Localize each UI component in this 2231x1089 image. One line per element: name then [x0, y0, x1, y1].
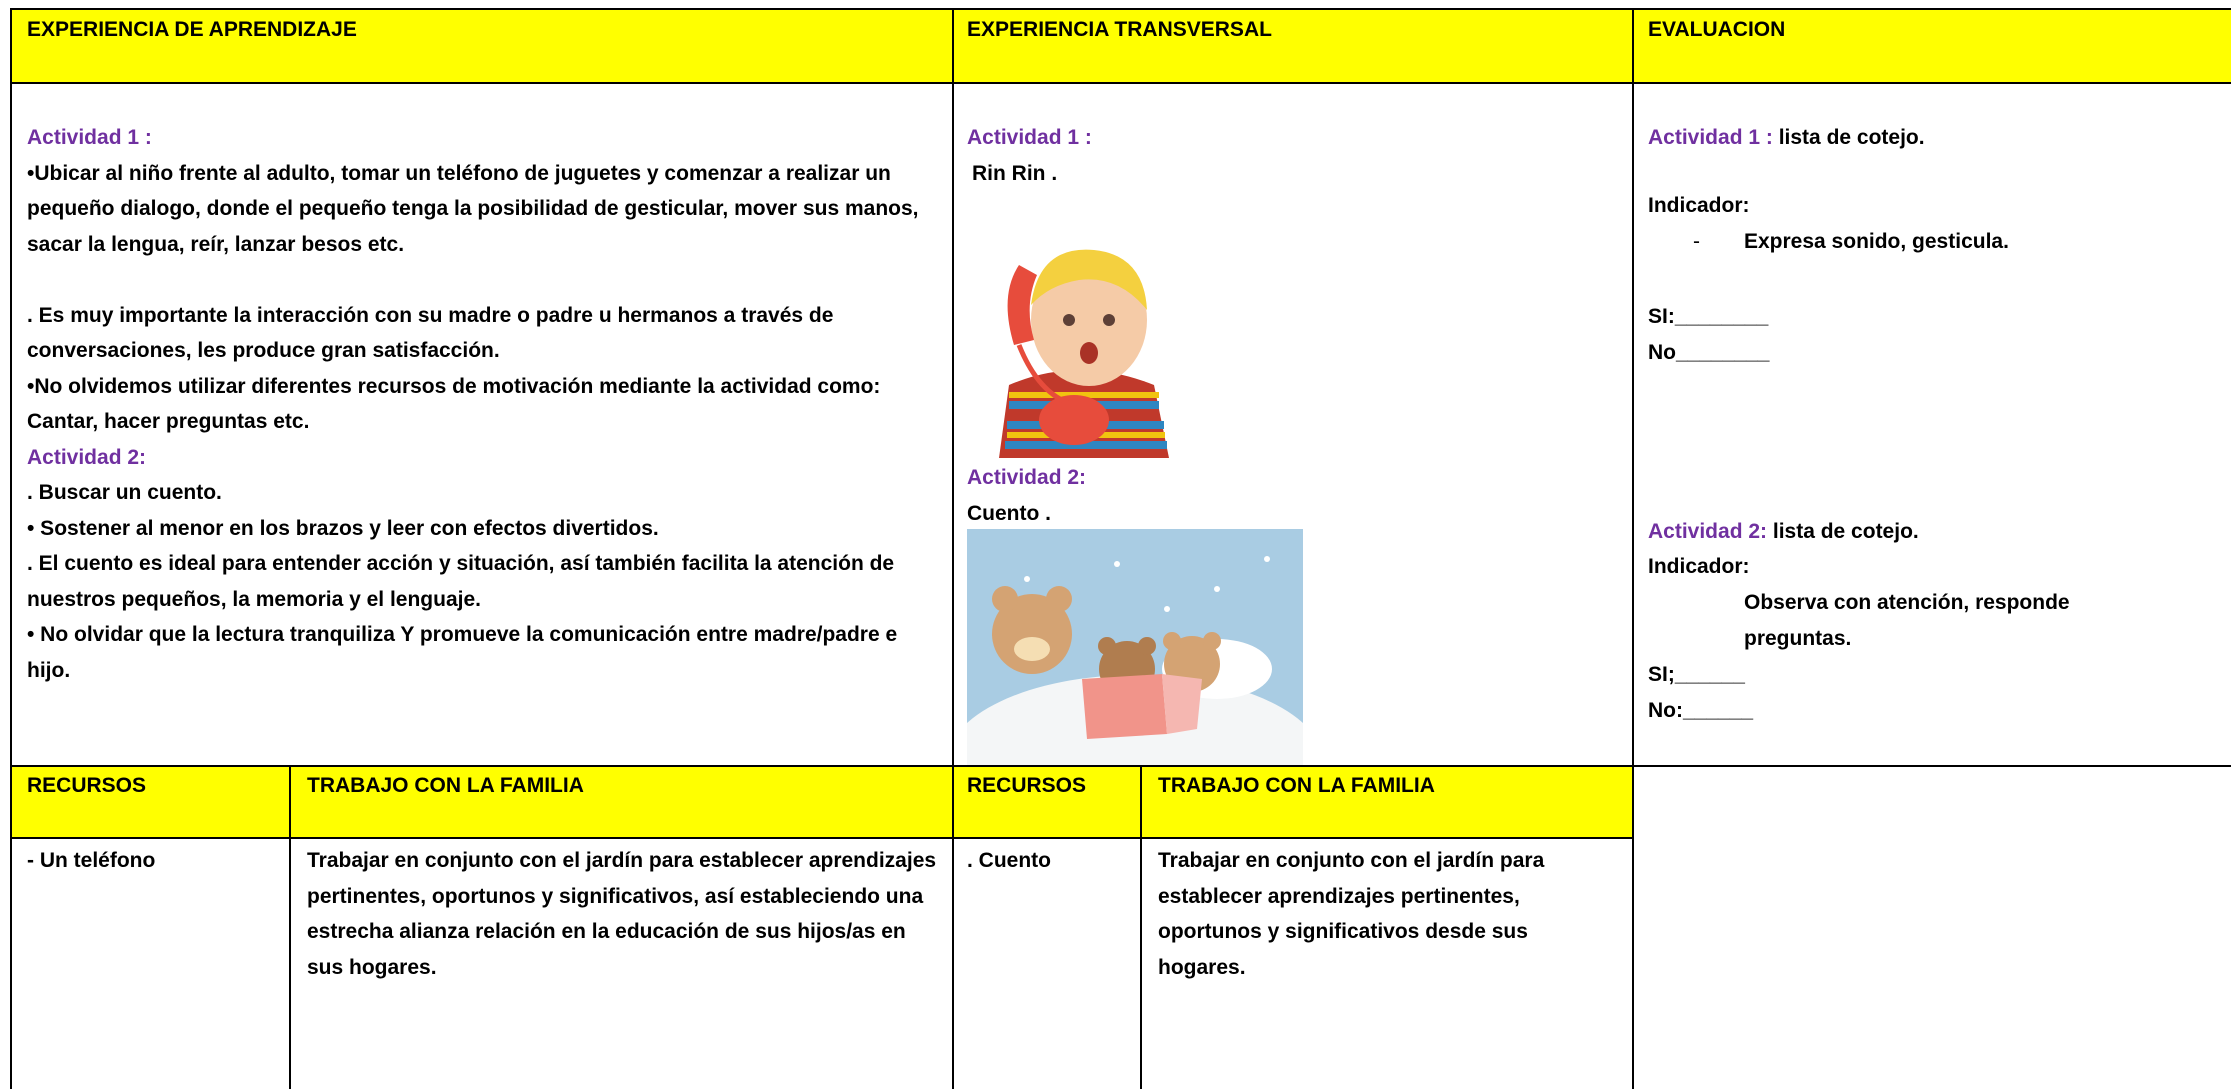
bears-story-image: [967, 529, 1303, 765]
border: [952, 8, 954, 1089]
header: EVALUACION: [1648, 18, 1786, 41]
indicator-text: Expresa sonido, gesticula.: [1744, 230, 2009, 253]
border: [1140, 765, 1142, 1089]
border: [1632, 8, 1634, 1089]
indicator-label: Indicador:: [1648, 555, 1750, 578]
subheader: TRABAJO CON LA FAMILIA: [1158, 774, 1435, 797]
activity-label: Actividad 1 :: [1648, 126, 1773, 149]
paragraph: •Ubicar al niño frente al adulto, tomar …: [27, 161, 919, 256]
family-work: Trabajar en conjunto con el jardín para …: [1158, 849, 1545, 979]
resource: . Cuento: [967, 849, 1051, 872]
answer-line: No:______: [1648, 699, 1754, 722]
activity-text: Rin Rin .: [972, 162, 1058, 185]
border: [10, 8, 12, 1089]
paragraph: . Es muy importante la interacción con s…: [27, 303, 834, 363]
activity-label: Actividad 1 :: [967, 126, 1092, 149]
indicator-text: Observa con atención, responde preguntas…: [1744, 591, 2070, 650]
resource: - Un teléfono: [27, 849, 156, 872]
eval-line: Actividad 2: lista de cotejo.: [1648, 514, 1919, 550]
header: EXPERIENCIA TRANSVERSAL: [967, 18, 1272, 41]
activity-label: Actividad 2:: [1648, 520, 1768, 543]
baby-phone-image: [979, 235, 1184, 458]
paragraph: . El cuento es ideal para entender acció…: [27, 552, 895, 611]
learning-content: Actividad 1 : •Ubicar al niño frente al …: [27, 120, 943, 688]
border: [11, 837, 1633, 839]
activity-label: Actividad 1 :: [27, 126, 152, 149]
activity-label: Actividad 2:: [967, 466, 1087, 489]
eval-tool: lista de cotejo.: [1772, 126, 1925, 149]
family-work: Trabajar en conjunto con el jardín para …: [307, 849, 937, 979]
eval-tool: lista de cotejo.: [1767, 520, 1919, 543]
header: EXPERIENCIA DE APRENDIZAJE: [27, 18, 357, 41]
answer-line: No________: [1648, 341, 1770, 364]
border: [11, 765, 2231, 767]
answer-line: SI;______: [1648, 663, 1745, 686]
header-band: [11, 9, 2231, 83]
eval-line: Actividad 1 : lista de cotejo.: [1648, 120, 1925, 156]
activity-label: Actividad 2:: [27, 445, 147, 469]
subheader: RECURSOS: [967, 774, 1087, 797]
border: [11, 82, 2231, 84]
border: [11, 8, 2231, 10]
subheader: RECURSOS: [27, 774, 147, 797]
list-dash: -: [1693, 230, 1700, 253]
indicator-label: Indicador:: [1648, 194, 1750, 217]
subheader-band: [11, 765, 1633, 838]
subheader: TRABAJO CON LA FAMILIA: [307, 774, 584, 797]
paragraph: •No olvidemos utilizar diferentes recurs…: [27, 374, 881, 434]
paragraph: . Buscar un cuento.: [27, 481, 222, 504]
activity-text: Cuento .: [967, 502, 1051, 525]
paragraph: • No olvidar que la lectura tranquiliza …: [27, 623, 898, 682]
border: [289, 765, 291, 1089]
answer-line: SI:________: [1648, 305, 1769, 328]
paragraph: • Sostener al menor en los brazos y leer…: [27, 516, 659, 540]
